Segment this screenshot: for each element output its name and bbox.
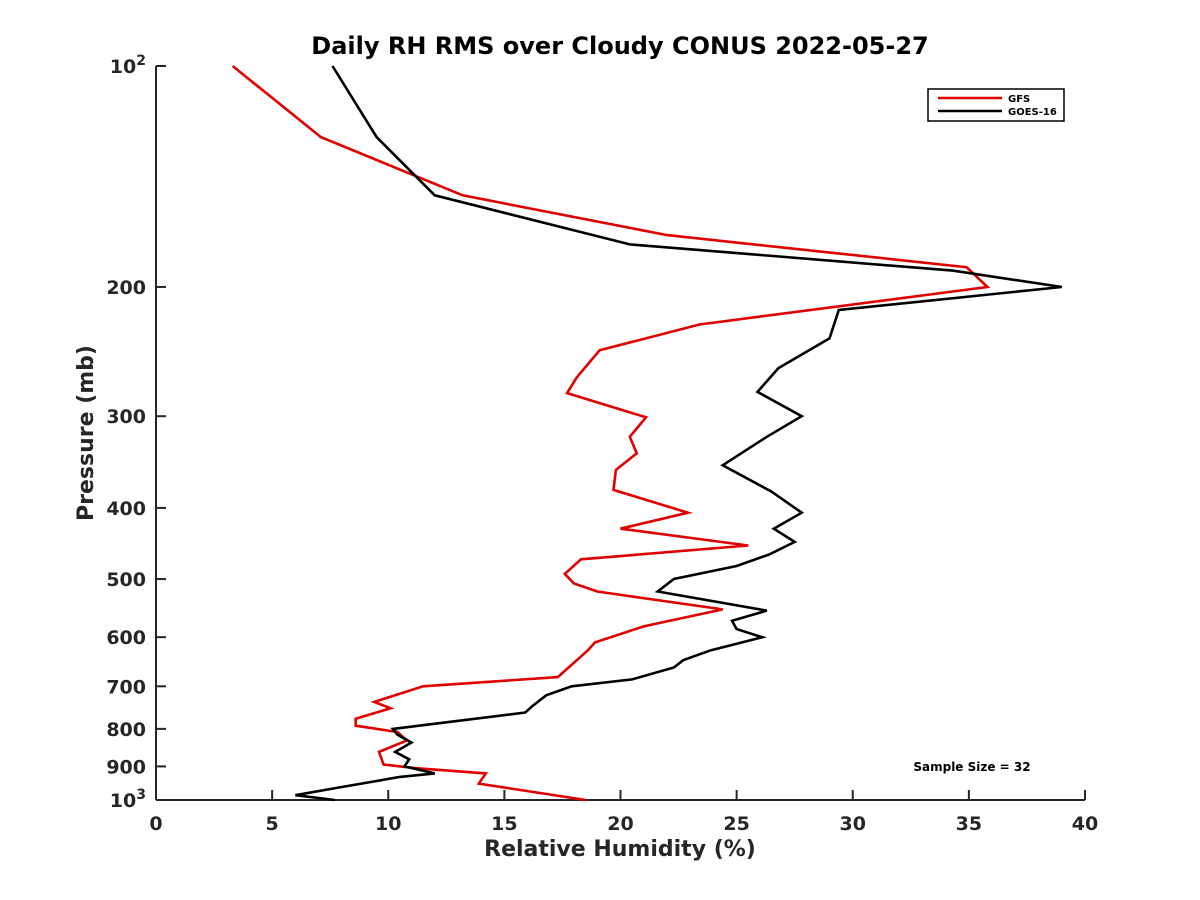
y-tick-label: 102 [110, 53, 146, 78]
y-tick-label: 400 [106, 498, 146, 520]
y-tick-label: 600 [106, 627, 146, 649]
x-axis-label: Relative Humidity (%) [484, 837, 756, 862]
series-line-goes-16 [295, 65, 1062, 802]
y-tick-label: 500 [106, 569, 146, 591]
legend-box [927, 88, 1065, 122]
x-tick-label: 30 [840, 813, 866, 835]
y-tick-label: 103 [110, 787, 146, 812]
y-tick-label: 900 [106, 756, 146, 778]
y-tick-label: 200 [106, 277, 146, 299]
legend-entry-label: GOES-16 [1008, 107, 1057, 118]
y-tick-label: 700 [106, 676, 146, 698]
sample-size-annotation: Sample Size = 32 [913, 760, 1030, 774]
chart-title: Daily RH RMS over Cloudy CONUS 2022-05-2… [311, 32, 928, 60]
y-axis-label: Pressure (mb) [74, 345, 99, 521]
legend: GFS GOES-16 [927, 88, 1065, 122]
x-tick-label: 0 [149, 813, 162, 835]
y-tick-label: 300 [106, 406, 146, 428]
x-tick-label: 5 [266, 813, 279, 835]
x-tick-label: 40 [1072, 813, 1098, 835]
x-tick-label: 15 [491, 813, 517, 835]
y-tick-label: 800 [106, 719, 146, 741]
x-tick-label: 25 [723, 813, 749, 835]
x-tick-label: 10 [375, 813, 401, 835]
legend-entry-label: GFS [1008, 94, 1030, 105]
series-line-gfs [231, 64, 991, 802]
x-tick-label: 35 [956, 813, 982, 835]
x-tick-label: 20 [607, 813, 633, 835]
plot-area: 0 5 10 15 20 25 30 35 40 102 200 300 400 500 600 700 800… [106, 53, 1098, 835]
